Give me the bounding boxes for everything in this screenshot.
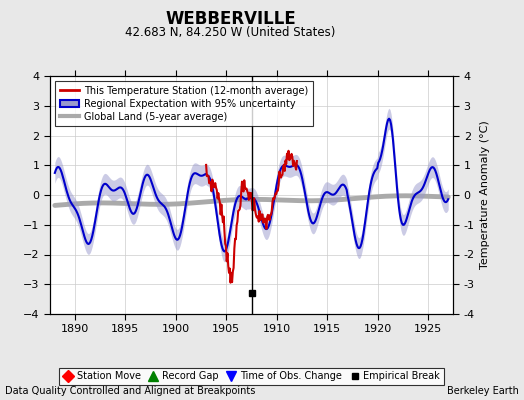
Legend: Station Move, Record Gap, Time of Obs. Change, Empirical Break: Station Move, Record Gap, Time of Obs. C… (59, 368, 444, 385)
Text: 42.683 N, 84.250 W (United States): 42.683 N, 84.250 W (United States) (125, 26, 336, 39)
Y-axis label: Temperature Anomaly (°C): Temperature Anomaly (°C) (481, 121, 490, 269)
Text: Data Quality Controlled and Aligned at Breakpoints: Data Quality Controlled and Aligned at B… (5, 386, 256, 396)
Text: Berkeley Earth: Berkeley Earth (447, 386, 519, 396)
Text: WEBBERVILLE: WEBBERVILLE (165, 10, 296, 28)
